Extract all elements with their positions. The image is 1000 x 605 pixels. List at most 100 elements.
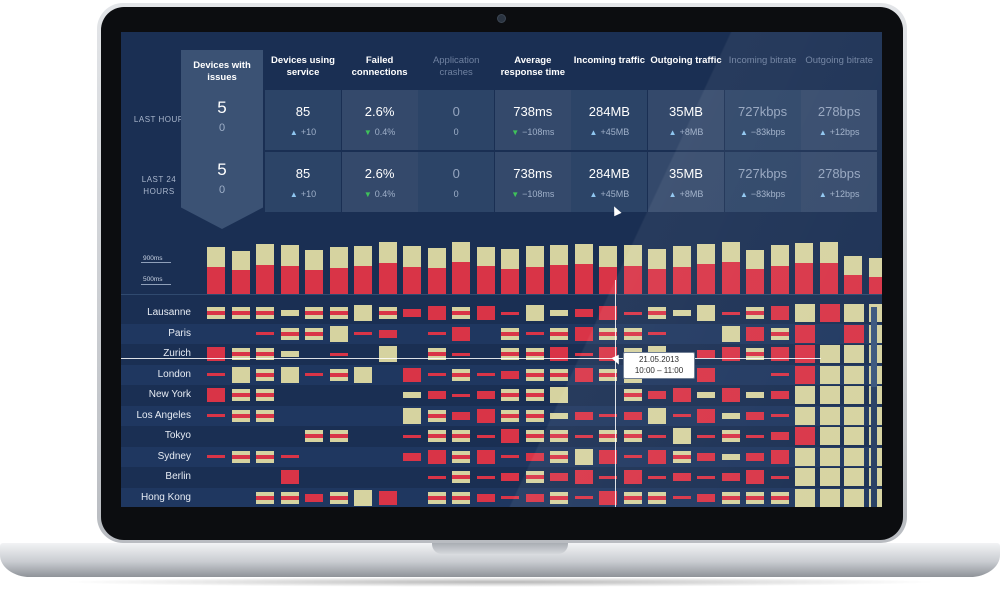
grid-cell-mark[interactable] xyxy=(672,428,691,444)
grid-cell-mark[interactable] xyxy=(795,488,815,507)
grid-cell-mark[interactable] xyxy=(329,491,348,504)
histogram-bar[interactable] xyxy=(819,241,838,294)
grid-cell-mark[interactable] xyxy=(403,392,421,398)
grid-cell-mark[interactable] xyxy=(574,496,593,499)
grid-cell-mark[interactable] xyxy=(207,307,225,319)
grid-cell-mark[interactable] xyxy=(305,327,323,340)
histogram-bar[interactable] xyxy=(746,249,764,294)
grid-cell-mark[interactable] xyxy=(427,491,446,504)
grid-cell-mark[interactable] xyxy=(795,406,815,425)
grid-cell-mark[interactable] xyxy=(746,452,764,461)
grid-cell-mark[interactable] xyxy=(770,373,789,376)
grid-cell-mark[interactable] xyxy=(452,491,470,504)
histogram-bar[interactable] xyxy=(231,250,250,294)
metric-column[interactable]: Application crashes 0 0 0 0 xyxy=(418,32,495,213)
histogram-bar[interactable] xyxy=(574,243,593,294)
grid-cell-mark[interactable] xyxy=(231,409,250,422)
grid-cell-mark[interactable] xyxy=(403,434,421,438)
grid-scrollbar[interactable] xyxy=(871,307,877,507)
metric-column[interactable]: Devices using service 85 ▲ +10 85 ▲ +10 xyxy=(265,32,341,213)
grid-cell-mark[interactable] xyxy=(795,345,815,363)
grid-cell-mark[interactable] xyxy=(378,346,397,362)
grid-cell-mark[interactable] xyxy=(550,347,568,361)
grid-cell-mark[interactable] xyxy=(525,409,544,422)
grid-cell-mark[interactable] xyxy=(623,470,642,484)
grid-cell-mark[interactable] xyxy=(770,475,789,479)
city-row[interactable]: Zurich xyxy=(121,344,882,364)
grid-cell-mark[interactable] xyxy=(599,449,617,464)
grid-cell-mark[interactable] xyxy=(280,327,299,340)
grid-cell-mark[interactable] xyxy=(574,470,593,484)
grid-cell-mark[interactable] xyxy=(525,430,544,442)
grid-cell-mark[interactable] xyxy=(378,329,397,338)
grid-cell-mark[interactable] xyxy=(525,493,544,502)
histogram-bar[interactable] xyxy=(501,249,519,294)
grid-cell-mark[interactable] xyxy=(574,352,593,356)
histogram-bar[interactable] xyxy=(452,241,470,294)
featured-column[interactable]: Devices with issues 5 0 5 0 xyxy=(181,50,263,229)
grid-cell-mark[interactable] xyxy=(280,470,299,484)
grid-cell-mark[interactable] xyxy=(623,411,642,420)
grid-cell-mark[interactable] xyxy=(795,468,815,486)
grid-cell-mark[interactable] xyxy=(697,408,715,423)
grid-cell-mark[interactable] xyxy=(844,365,864,384)
grid-cell-mark[interactable] xyxy=(770,414,789,417)
grid-cell-mark[interactable] xyxy=(427,391,446,399)
histogram-bar[interactable] xyxy=(623,244,642,295)
grid-cell-mark[interactable] xyxy=(844,406,864,425)
grid-cell-mark[interactable] xyxy=(452,368,470,381)
grid-cell-mark[interactable] xyxy=(501,429,519,443)
city-row[interactable]: Tokyo xyxy=(121,426,882,446)
grid-scrollbar-thumb[interactable] xyxy=(871,307,877,387)
grid-cell-mark[interactable] xyxy=(207,347,225,361)
grid-cell-mark[interactable] xyxy=(256,348,274,360)
grid-cell-mark[interactable] xyxy=(550,491,568,504)
histogram-bar[interactable] xyxy=(280,245,299,294)
grid-cell-mark[interactable] xyxy=(501,473,519,481)
histogram-bar[interactable] xyxy=(697,243,715,294)
city-row[interactable]: Paris xyxy=(121,323,882,344)
grid-cell-mark[interactable] xyxy=(501,496,519,499)
histogram-bar[interactable] xyxy=(305,249,323,294)
grid-cell-mark[interactable] xyxy=(354,489,372,506)
metric-column[interactable]: Average response time 738ms ▼ −108ms 738ms ▼ −… xyxy=(494,32,571,213)
histogram-bar[interactable] xyxy=(476,247,495,294)
grid-cell-mark[interactable] xyxy=(280,455,299,458)
grid-cell-mark[interactable] xyxy=(721,473,740,481)
grid-cell-mark[interactable] xyxy=(354,305,372,321)
histogram-bar[interactable] xyxy=(721,241,740,294)
city-row[interactable]: Berlin xyxy=(121,467,882,487)
grid-cell-mark[interactable] xyxy=(623,311,642,315)
grid-cell-mark[interactable] xyxy=(231,348,250,360)
grid-cell-mark[interactable] xyxy=(378,307,397,319)
grid-cell-mark[interactable] xyxy=(770,347,789,361)
grid-cell-mark[interactable] xyxy=(819,386,840,404)
grid-cell-mark[interactable] xyxy=(329,325,348,342)
grid-cell-mark[interactable] xyxy=(648,391,666,399)
grid-cell-mark[interactable] xyxy=(648,407,666,424)
grid-cell-mark[interactable] xyxy=(550,430,568,442)
grid-cell-mark[interactable] xyxy=(844,488,864,507)
grid-cell-mark[interactable] xyxy=(599,490,617,505)
grid-cell-mark[interactable] xyxy=(574,434,593,438)
grid-cell-mark[interactable] xyxy=(256,389,274,401)
grid-cell-mark[interactable] xyxy=(476,306,495,320)
grid-cell-mark[interactable] xyxy=(819,304,840,322)
grid-cell-mark[interactable] xyxy=(501,389,519,401)
grid-cell-mark[interactable] xyxy=(452,411,470,420)
grid-cell-mark[interactable] xyxy=(770,432,789,440)
city-row[interactable]: Sydney xyxy=(121,446,882,467)
grid-cell-mark[interactable] xyxy=(599,327,617,340)
grid-cell-mark[interactable] xyxy=(427,373,446,376)
grid-cell-mark[interactable] xyxy=(819,427,840,445)
grid-cell-mark[interactable] xyxy=(697,305,715,321)
grid-cell-mark[interactable] xyxy=(648,475,666,479)
grid-cell-mark[interactable] xyxy=(721,325,740,342)
grid-cell-mark[interactable] xyxy=(476,391,495,399)
grid-cell-mark[interactable] xyxy=(648,307,666,319)
grid-cell-mark[interactable] xyxy=(623,389,642,401)
city-row[interactable]: London xyxy=(121,364,882,385)
grid-cell-mark[interactable] xyxy=(403,452,421,461)
grid-cell-mark[interactable] xyxy=(550,450,568,463)
metric-column[interactable]: Incoming traffic 284MB ▲ +45MB 284MB ▲ +45MB xyxy=(571,32,648,213)
